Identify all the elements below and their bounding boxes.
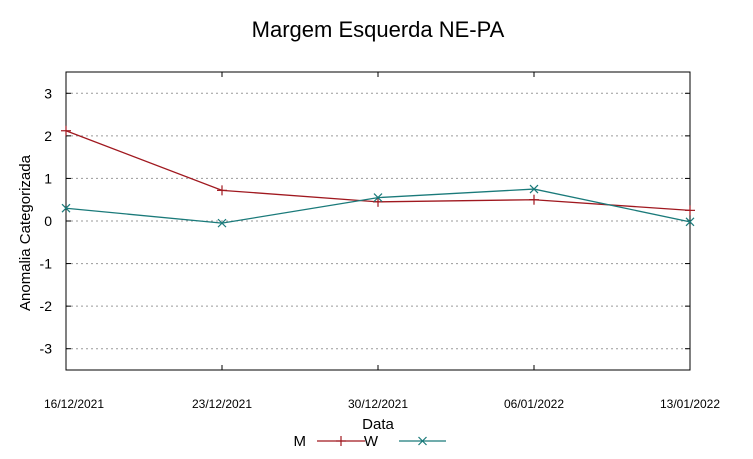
x-tick-label: 23/12/2021 xyxy=(192,397,252,411)
y-tick-label: 1 xyxy=(44,170,52,186)
y-tick-label: -1 xyxy=(40,256,53,272)
data-point-w xyxy=(685,217,695,227)
legend-marker-m xyxy=(336,436,346,446)
grid-lines xyxy=(66,92,690,350)
x-axis-ticks: 16/12/2021 23/12/2021 30/12/2021 06/01/2022… xyxy=(44,72,720,411)
data-point-w xyxy=(217,218,227,228)
legend-label: M xyxy=(294,433,307,450)
legend-marker-w xyxy=(418,436,427,446)
x-tick-label: 13/01/2022 xyxy=(660,397,720,411)
data-point-w xyxy=(61,203,71,213)
data-point-m xyxy=(61,125,71,136)
data-point-w xyxy=(373,193,383,203)
y-tick-label: -2 xyxy=(40,298,53,314)
legend-label: W xyxy=(364,433,379,450)
x-tick-label: 06/01/2022 xyxy=(504,397,564,411)
series-layer xyxy=(61,125,695,228)
x-axis-label: Data xyxy=(362,416,394,433)
y-tick-label: 3 xyxy=(44,85,52,101)
data-point-m xyxy=(373,196,383,207)
x-tick-label: 30/12/2021 xyxy=(348,397,408,411)
data-point-m xyxy=(685,205,695,216)
y-tick-label: 2 xyxy=(44,128,52,144)
x-tick-label: 16/12/2021 xyxy=(44,397,104,411)
data-point-m xyxy=(217,185,227,196)
y-tick-label: -3 xyxy=(40,341,53,357)
data-point-w xyxy=(529,184,539,194)
chart-title: Margem Esquerda NE-PA xyxy=(252,17,505,42)
y-axis-label: Anomalia Categorizada xyxy=(17,154,34,311)
data-point-m xyxy=(529,194,539,205)
y-axis-ticks: 3 2 1 0 -1 -2 -3 xyxy=(40,85,690,357)
y-tick-label: 0 xyxy=(44,213,52,229)
